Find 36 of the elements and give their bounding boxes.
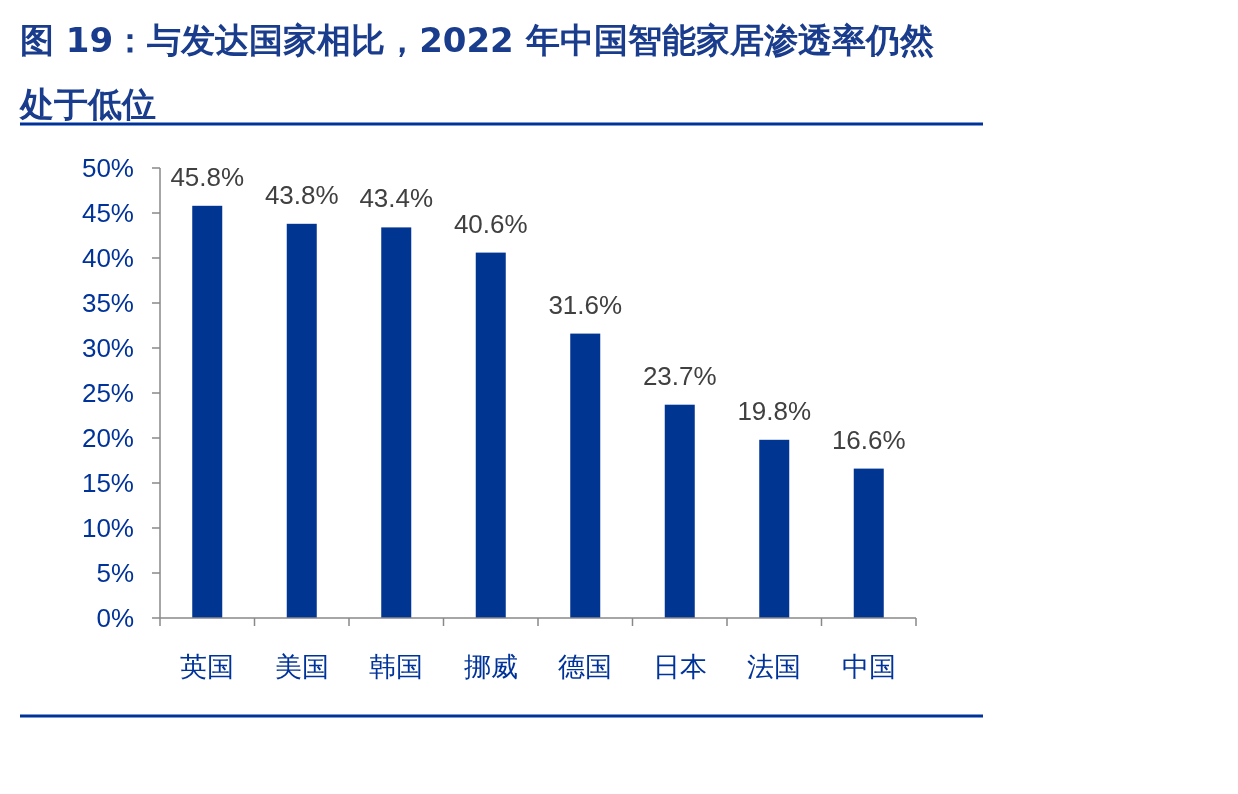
- x-tick-label: 英国: [180, 651, 235, 682]
- data-label: 43.8%: [264, 179, 339, 210]
- y-tick-label: 5%: [96, 558, 134, 588]
- x-tick-label: 挪威: [463, 651, 518, 682]
- bar: [664, 404, 695, 618]
- y-tick-label: 10%: [81, 513, 134, 543]
- y-tick-label: 35%: [81, 288, 134, 318]
- data-label: 19.8%: [737, 395, 812, 426]
- chart-title: 图 19：与发达国家相比，2022 年中国智能家居渗透率仍然处于低位: [20, 19, 935, 126]
- data-label: 16.6%: [831, 424, 906, 455]
- y-tick-label: 50%: [81, 153, 134, 183]
- x-tick-label: 美国: [274, 651, 329, 682]
- bar: [570, 333, 601, 618]
- data-label: 23.7%: [642, 360, 717, 391]
- y-tick-label: 25%: [81, 378, 134, 408]
- x-tick-label: 日本: [652, 651, 707, 682]
- bar: [759, 439, 790, 618]
- data-label: 45.8%: [170, 161, 245, 192]
- x-tick-label: 中国: [841, 651, 896, 682]
- x-tick-label: 韩国: [369, 651, 424, 682]
- x-tick-label: 法国: [747, 651, 802, 682]
- bar: [475, 252, 506, 618]
- y-tick-label: 30%: [81, 333, 134, 363]
- y-tick-label: 0%: [96, 603, 134, 633]
- data-label: 43.4%: [359, 183, 434, 214]
- y-tick-label: 40%: [81, 243, 134, 273]
- bar: [381, 227, 412, 618]
- x-tick-label: 德国: [558, 651, 613, 682]
- y-tick-label: 45%: [81, 198, 134, 228]
- bar: [286, 223, 317, 618]
- data-label: 40.6%: [453, 208, 528, 239]
- y-tick-label: 20%: [81, 423, 134, 453]
- bar: [853, 468, 884, 618]
- bar: [192, 205, 223, 618]
- data-label: 31.6%: [548, 289, 623, 320]
- y-tick-label: 15%: [81, 468, 134, 498]
